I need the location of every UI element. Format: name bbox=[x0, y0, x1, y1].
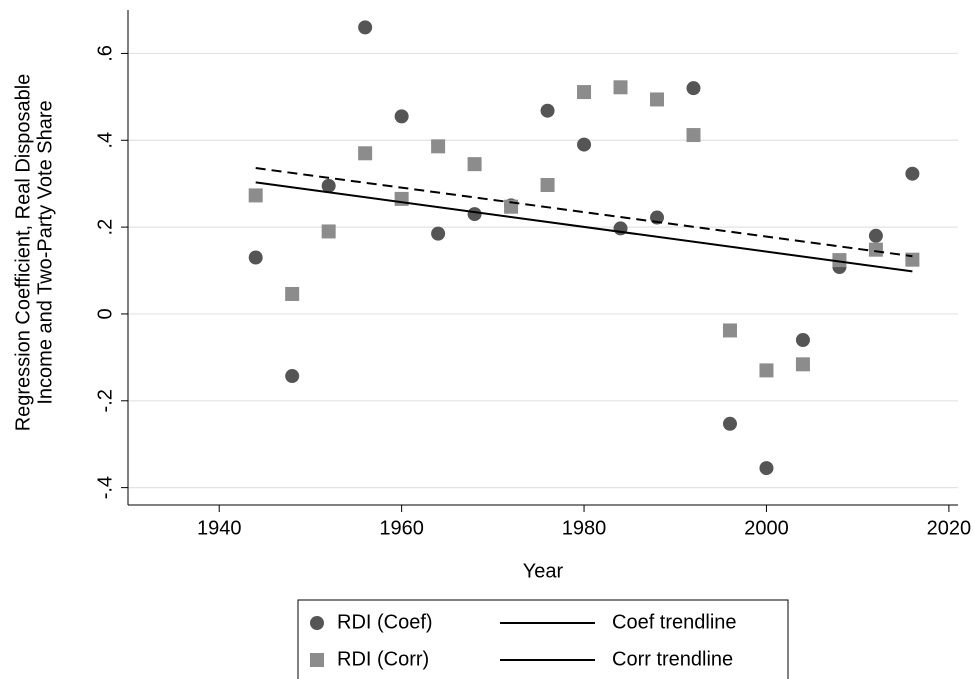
point bbox=[248, 188, 263, 203]
y-tick-label: .4 bbox=[94, 132, 116, 149]
point bbox=[759, 461, 774, 476]
x-tick-label: 1980 bbox=[562, 517, 607, 539]
point bbox=[321, 178, 336, 193]
point bbox=[686, 128, 701, 143]
point bbox=[577, 137, 592, 152]
x-tick-label: 1940 bbox=[197, 517, 242, 539]
point bbox=[868, 242, 883, 257]
point bbox=[613, 80, 628, 95]
point bbox=[686, 81, 701, 96]
point bbox=[321, 224, 336, 239]
legend-label: Coef trendline bbox=[612, 611, 737, 633]
point bbox=[722, 323, 737, 338]
point bbox=[795, 333, 810, 347]
legend-label: Corr trendline bbox=[612, 648, 733, 670]
y-tick-label: -.4 bbox=[94, 476, 116, 499]
point bbox=[795, 357, 810, 372]
point bbox=[759, 363, 774, 378]
trendline bbox=[255, 167, 913, 258]
point bbox=[868, 228, 883, 243]
point bbox=[722, 416, 737, 431]
legend-label: RDI (Coef) bbox=[337, 611, 433, 633]
point bbox=[467, 207, 482, 222]
point bbox=[467, 157, 482, 172]
legend-box bbox=[297, 599, 789, 679]
point bbox=[358, 146, 373, 161]
y-tick-label: .2 bbox=[94, 219, 116, 236]
point bbox=[540, 103, 555, 118]
x-tick-label: 1960 bbox=[379, 517, 424, 539]
x-tick-label: 2020 bbox=[927, 517, 972, 539]
point bbox=[394, 109, 409, 124]
y-tick-label: 0 bbox=[94, 308, 116, 319]
x-axis-label: Year bbox=[523, 560, 564, 582]
point bbox=[248, 250, 263, 265]
y-tick-label: .6 bbox=[94, 45, 116, 62]
legend-marker bbox=[310, 616, 324, 630]
legend-label: RDI (Corr) bbox=[337, 648, 429, 670]
point bbox=[285, 286, 300, 301]
point bbox=[650, 92, 665, 107]
point bbox=[540, 177, 555, 192]
point bbox=[431, 226, 446, 241]
point bbox=[577, 85, 592, 100]
y-axis-label: Income and Two-Party Vote Share bbox=[34, 100, 56, 404]
legend-marker bbox=[310, 653, 324, 667]
trendline bbox=[255, 181, 913, 273]
point bbox=[285, 369, 300, 384]
point bbox=[431, 139, 446, 154]
point bbox=[358, 20, 373, 35]
y-tick-label: -.2 bbox=[94, 389, 116, 412]
point bbox=[832, 253, 847, 268]
x-tick-label: 2000 bbox=[744, 517, 789, 539]
y-axis-label: Regression Coefficient, Real Disposable bbox=[12, 74, 34, 432]
point bbox=[905, 166, 920, 181]
